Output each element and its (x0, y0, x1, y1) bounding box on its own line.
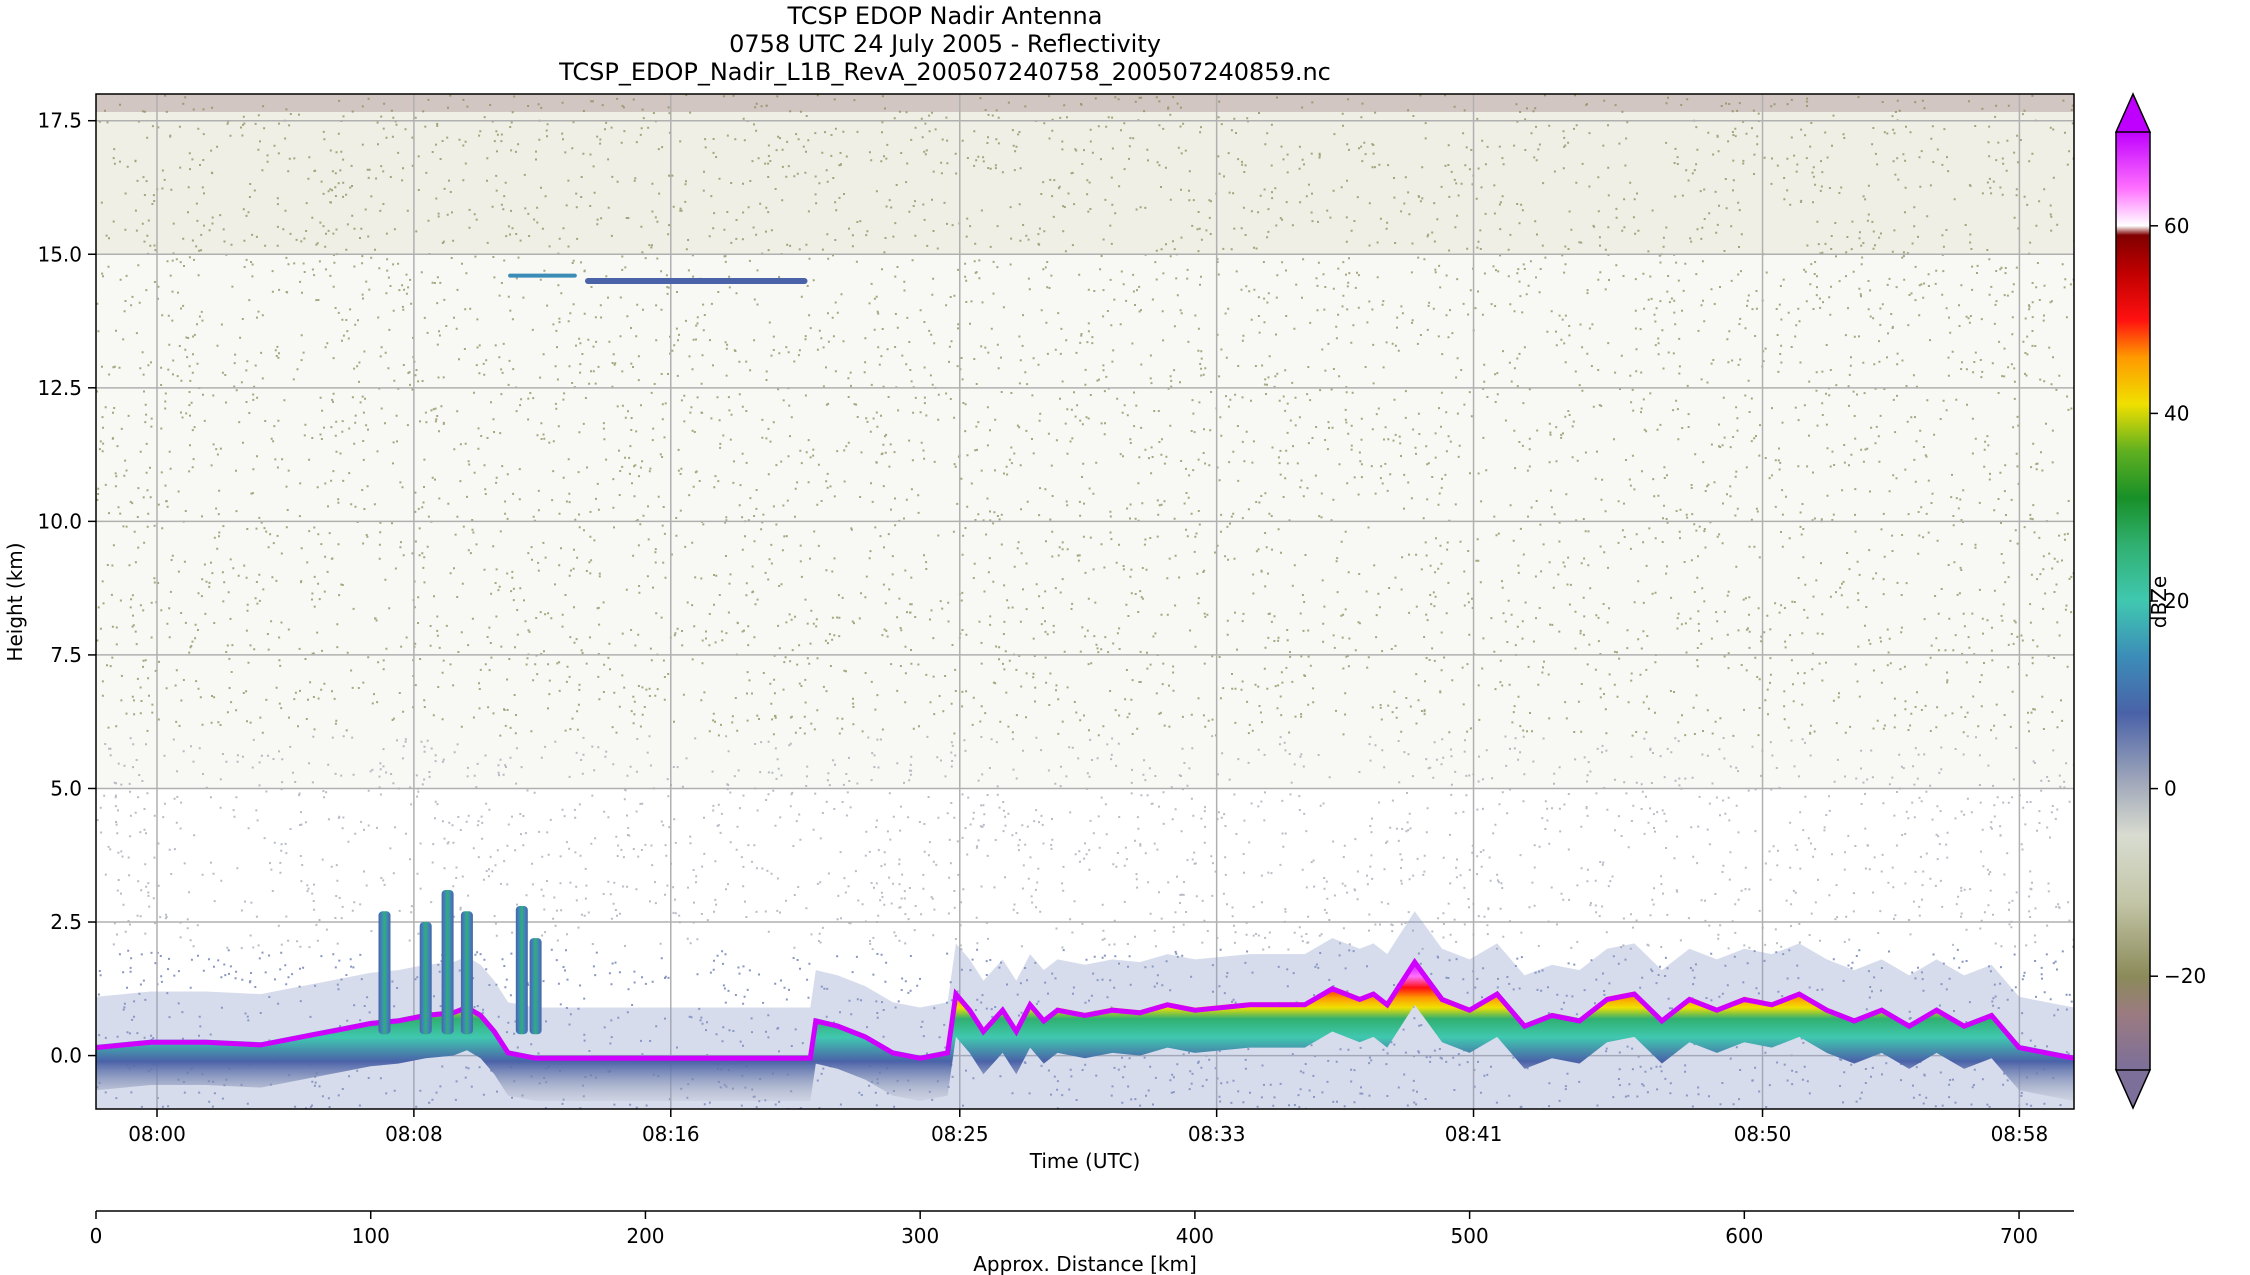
y-tick-label: 10.0 (37, 509, 82, 533)
convective-cell (515, 906, 528, 1035)
distance-tick-label: 700 (2000, 1224, 2038, 1248)
x-tick-label: 08:00 (128, 1122, 186, 1146)
distance-tick-label: 400 (1176, 1224, 1214, 1248)
convective-cell (529, 938, 542, 1035)
x-axis-label: Time (UTC) (1029, 1149, 1141, 1173)
noise-speckle (96, 94, 2074, 1109)
chart-title-line-3: TCSP_EDOP_Nadir_L1B_RevA_200507240758_20… (559, 58, 1331, 86)
distance-tick-label: 100 (352, 1224, 390, 1248)
distance-axis: 0 100 200 300 400 500 600 700 (90, 1210, 2074, 1248)
x-axis: 08:00 08:08 08:16 08:25 08:33 08:41 08:50 08:58 (128, 1109, 2048, 1146)
surface-echo-band (96, 959, 2074, 1101)
convective-cell (460, 911, 473, 1035)
y-tick-label: 7.5 (50, 643, 82, 667)
distance-axis-label: Approx. Distance [km] (973, 1252, 1197, 1275)
x-tick-label: 08:25 (931, 1122, 989, 1146)
distance-tick-label: 600 (1725, 1224, 1763, 1248)
distance-tick-label: 500 (1451, 1224, 1489, 1248)
convective-cell (419, 922, 432, 1035)
convective-cell (378, 911, 391, 1035)
distance-tick-label: 0 (90, 1224, 103, 1248)
distance-tick-label: 200 (626, 1224, 664, 1248)
y-tick-label: 2.5 (50, 910, 82, 934)
reflectivity-echoes (96, 273, 2074, 1109)
plot-frame (95, 93, 2075, 1110)
x-tick-label: 08:08 (385, 1122, 443, 1146)
convective-cell (441, 890, 454, 1035)
x-tick-label: 08:58 (1991, 1122, 2049, 1146)
y-tick-label: 15.0 (37, 242, 82, 266)
colorbar-gradient (2116, 132, 2150, 1070)
x-tick-label: 08:16 (642, 1122, 700, 1146)
colorbar: −20 0 20 40 60 (2114, 92, 2206, 1110)
x-tick-label: 08:50 (1734, 1122, 1792, 1146)
chart-title-line-1: TCSP EDOP Nadir Antenna (787, 2, 1103, 30)
y-axis: 0.0 2.5 5.0 7.5 10.0 12.5 15.0 17.5 (37, 109, 96, 1068)
distance-tick-label: 300 (901, 1224, 939, 1248)
colorbar-label: dBZe (2147, 576, 2171, 628)
y-tick-label: 0.0 (50, 1044, 82, 1068)
colorbar-extend-max (2114, 92, 2152, 133)
chart-title-line-2: 0758 UTC 24 July 2005 - Reflectivity (729, 30, 1161, 58)
y-tick-label: 12.5 (37, 376, 82, 400)
colorbar-extend-min (2114, 1069, 2152, 1110)
y-tick-label: 5.0 (50, 776, 82, 800)
colorbar-tick-label: 20 (2164, 589, 2189, 613)
colorbar-tick-label: 0 (2164, 777, 2177, 801)
x-tick-label: 08:33 (1188, 1122, 1246, 1146)
upper-cloud-fragment (508, 273, 577, 278)
upper-cloud-layer (585, 278, 808, 284)
y-tick-label: 17.5 (37, 109, 82, 133)
x-tick-label: 08:41 (1445, 1122, 1503, 1146)
surface-echo-peak (96, 957, 2074, 1061)
colorbar-tick-label: 60 (2164, 214, 2189, 238)
y-axis-label: Height (km) (3, 542, 27, 661)
colorbar-tick-label: 40 (2164, 401, 2189, 425)
colorbar-tick-label: −20 (2164, 964, 2206, 988)
